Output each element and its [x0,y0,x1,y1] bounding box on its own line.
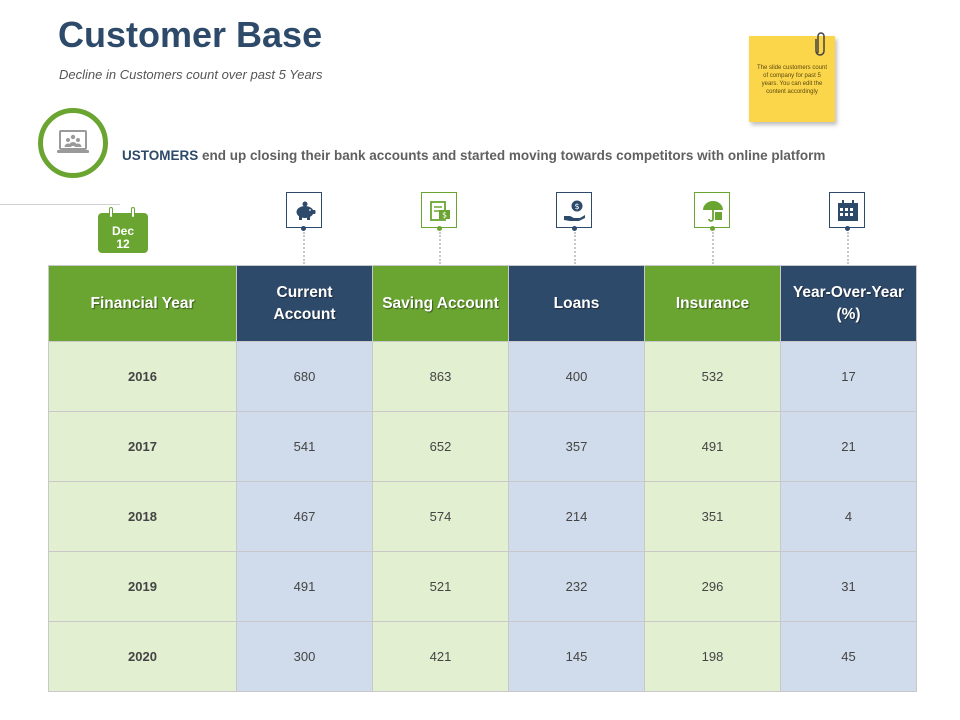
year-cell: 2016 [48,341,237,412]
loans-cell: 145 [508,621,645,692]
table-row: 2018 467 574 214 351 4 [48,481,917,552]
table-row: 2016 680 863 400 532 17 [48,341,917,412]
col-header-loans: Loans [508,265,645,342]
divider-line [0,204,120,205]
calendar-day: 12 [116,237,130,251]
calendar-icon: Dec 12 [98,207,148,253]
schedule-icon-box [829,192,865,228]
col-header-insurance: Insurance [644,265,781,342]
tagline: USTOMERS end up closing their bank accou… [122,148,825,163]
current-account-cell: 300 [236,621,373,692]
year-cell: 2019 [48,551,237,622]
loan-icon-box: $ [556,192,592,228]
customer-table: Financial Year Current Account Saving Ac… [48,265,917,692]
yoy-cell: 21 [780,411,917,482]
insurance-cell: 532 [644,341,781,412]
schedule-icon [838,200,858,221]
paperclip-icon [815,32,825,56]
year-cell: 2018 [48,481,237,552]
piggy-bank-icon-box [286,192,322,228]
sticky-note-text: The slide customers count of company for… [756,65,828,95]
yoy-cell: 45 [780,621,917,692]
table-header-row: Financial Year Current Account Saving Ac… [48,265,917,342]
col-header-yoy: Year-Over-Year (%) [780,265,917,342]
current-account-cell: 680 [236,341,373,412]
col-header-current-account: Current Account [236,265,373,342]
year-cell: 2020 [48,621,237,692]
calendar-month: Dec [111,224,134,238]
loans-cell: 232 [508,551,645,622]
sticky-note: The slide customers count of company for… [749,36,835,122]
current-account-cell: 467 [236,481,373,552]
customers-circle [38,108,108,178]
insurance-cell: 198 [644,621,781,692]
insurance-cell: 491 [644,411,781,482]
insurance-cell: 351 [644,481,781,552]
year-cell: 2017 [48,411,237,482]
table-row: 2017 541 652 357 491 21 [48,411,917,482]
loans-cell: 400 [508,341,645,412]
yoy-cell: 4 [780,481,917,552]
page-subtitle: Decline in Customers count over past 5 Y… [59,67,323,82]
loans-cell: 357 [508,411,645,482]
saving-account-cell: 521 [372,551,509,622]
current-account-cell: 541 [236,411,373,482]
table-row: 2020 300 421 145 198 45 [48,621,917,692]
insurance-icon-box [694,192,730,228]
insurance-cell: 296 [644,551,781,622]
tagline-strong: USTOMERS [122,148,199,163]
yoy-cell: 31 [780,551,917,622]
loans-cell: 214 [508,481,645,552]
saving-account-cell: 421 [372,621,509,692]
col-header-financial-year: Financial Year [48,265,237,342]
svg-text:$: $ [574,202,579,211]
svg-text:$: $ [442,211,447,220]
current-account-cell: 491 [236,551,373,622]
col-header-saving-account: Saving Account [372,265,509,342]
umbrella-icon [703,201,723,222]
saving-account-cell: 574 [372,481,509,552]
saving-account-cell: 652 [372,411,509,482]
laptop-users-icon [57,130,89,153]
money-icon: $ [430,201,450,221]
table-row: 2019 491 521 232 296 31 [48,551,917,622]
saving-account-cell: 863 [372,341,509,412]
piggy-bank-icon [296,201,316,220]
tagline-text: end up closing their bank accounts and s… [198,148,826,163]
hand-dollar-icon: $ [564,200,585,221]
page-title: Customer Base [58,14,323,55]
yoy-cell: 17 [780,341,917,412]
money-icon-box: $ [421,192,457,228]
